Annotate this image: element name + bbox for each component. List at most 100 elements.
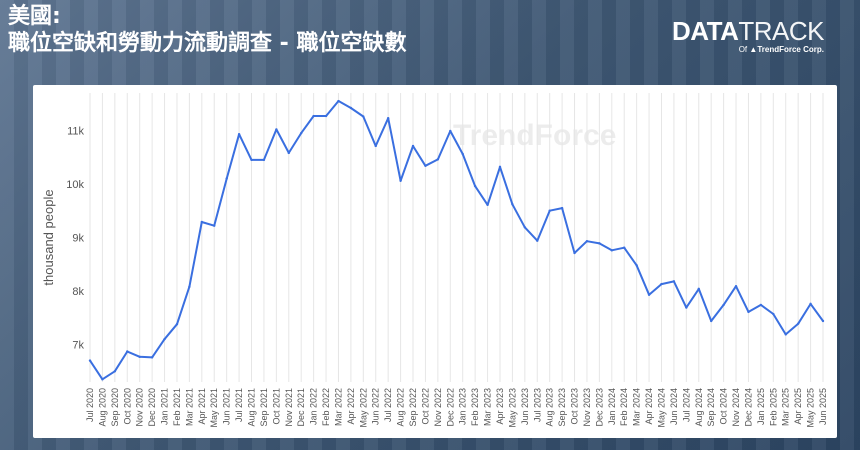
series-line — [89, 100, 824, 381]
data-point — [486, 203, 489, 207]
data-point — [337, 99, 340, 103]
x-tick-label: Sep 2024 — [706, 388, 716, 427]
x-tick-label: Mar 2021 — [184, 388, 194, 426]
x-tick-label: Nov 2023 — [582, 388, 592, 427]
title-country: 美國: — [8, 4, 61, 29]
data-point — [498, 165, 502, 169]
data-point — [362, 115, 365, 118]
data-point — [759, 303, 763, 307]
x-tick-label: Feb 2023 — [470, 388, 480, 426]
data-point — [809, 302, 812, 306]
data-point — [424, 164, 427, 167]
data-point — [697, 287, 700, 291]
trendforce-mark-icon: ▲ — [749, 45, 758, 54]
data-point — [598, 242, 601, 245]
data-point — [511, 203, 514, 206]
data-point — [449, 129, 452, 133]
data-point — [734, 285, 738, 288]
data-point — [300, 131, 303, 135]
x-tick-label: Mar 2022 — [333, 388, 343, 426]
x-tick-label: Aug 2021 — [247, 388, 257, 427]
data-point — [747, 310, 750, 314]
x-tick-label: Sep 2023 — [557, 388, 567, 427]
logo-sub-brand: TrendForce Corp. — [757, 45, 824, 54]
data-point — [262, 158, 266, 162]
data-point — [796, 322, 800, 325]
title-indicator: 職位空缺和勞動力流動調查 - 職位空缺數 — [8, 30, 407, 56]
chart-panel: TrendForce 7k 8k 9k 10k 11k thousand people Jul… — [33, 85, 837, 438]
x-tick-label: Jun 2024 — [669, 388, 679, 425]
data-point — [113, 370, 117, 373]
x-tick-label: May 2023 — [507, 388, 517, 428]
data-point — [772, 312, 775, 316]
x-tick-label: Oct 2024 — [719, 388, 729, 425]
x-tick-label: Aug 2022 — [396, 388, 406, 427]
x-tick-label: May 2021 — [209, 388, 219, 428]
watermark-text: TrendForce — [453, 119, 616, 152]
x-tick-label: Nov 2020 — [135, 388, 145, 427]
y-axis-label: thousand people — [41, 189, 56, 285]
data-point — [560, 206, 564, 210]
x-tick-label: Oct 2021 — [271, 388, 281, 425]
data-point — [660, 282, 663, 286]
data-point — [237, 133, 241, 136]
x-tick-label: Dec 2020 — [147, 388, 157, 427]
page-title: 美國: 職位空缺和勞動力流動調查 - 職位空缺數 — [8, 4, 406, 58]
x-tick-label: Nov 2022 — [433, 388, 443, 427]
x-tick-label: Dec 2022 — [445, 388, 455, 427]
data-point — [461, 152, 464, 156]
datatrack-logo: DATATRACK Of ▲TrendForce Corp. — [672, 16, 824, 54]
y-tick-label: 10k — [66, 179, 84, 191]
data-point — [573, 251, 576, 255]
x-tick-label: Feb 2021 — [172, 388, 182, 426]
x-tick-label: Sep 2020 — [110, 388, 120, 427]
x-tick-label: Apr 2024 — [644, 388, 654, 425]
data-point — [709, 319, 713, 323]
data-point — [101, 378, 104, 381]
x-tick-label: Dec 2021 — [296, 388, 306, 427]
x-tick-label: Jun 2025 — [818, 388, 828, 425]
data-point — [150, 356, 154, 359]
x-tick-label: Aug 2024 — [694, 388, 704, 427]
x-tick-label: Apr 2022 — [346, 388, 356, 425]
x-tick-label: Mar 2023 — [483, 388, 493, 426]
x-tick-label: Oct 2023 — [570, 388, 580, 425]
data-point — [349, 106, 353, 110]
y-tick-label: 11k — [67, 125, 84, 137]
data-point — [88, 359, 92, 362]
x-tick-label: Jul 2020 — [85, 388, 95, 422]
data-point — [175, 323, 179, 326]
logo-bold-text: DATA — [672, 16, 739, 46]
data-point — [436, 158, 440, 161]
data-point — [411, 144, 415, 148]
data-point — [610, 249, 613, 252]
data-point — [635, 264, 638, 267]
x-tick-label: Jun 2022 — [371, 388, 381, 425]
logo-subtitle: Of ▲TrendForce Corp. — [672, 45, 824, 54]
data-point — [473, 184, 477, 188]
x-tick-label: May 2022 — [358, 388, 368, 428]
x-tick-label: Apr 2023 — [495, 388, 505, 425]
x-tick-label: Oct 2022 — [420, 388, 430, 425]
x-tick-label: May 2024 — [656, 388, 666, 428]
data-point — [312, 114, 315, 118]
x-tick-label: Oct 2020 — [122, 388, 132, 425]
data-point — [784, 333, 787, 336]
y-tick-label: 8k — [72, 286, 84, 298]
data-point — [536, 239, 539, 242]
data-point — [672, 280, 676, 283]
x-tick-label: Jan 2023 — [458, 388, 468, 425]
x-tick-label: Feb 2024 — [619, 388, 629, 426]
logo-thin-text: TRACK — [738, 16, 824, 46]
data-point — [126, 350, 129, 353]
data-point — [623, 246, 626, 249]
data-point — [399, 179, 402, 182]
x-tick-label: Jul 2023 — [532, 388, 542, 422]
x-tick-label: Sep 2022 — [408, 388, 418, 427]
x-tick-label: Apr 2021 — [197, 388, 207, 425]
data-point — [200, 220, 204, 224]
x-tick-label: Dec 2024 — [743, 388, 753, 427]
x-tick-label: Jul 2021 — [234, 388, 244, 422]
data-point — [287, 151, 290, 155]
data-point — [647, 293, 651, 296]
